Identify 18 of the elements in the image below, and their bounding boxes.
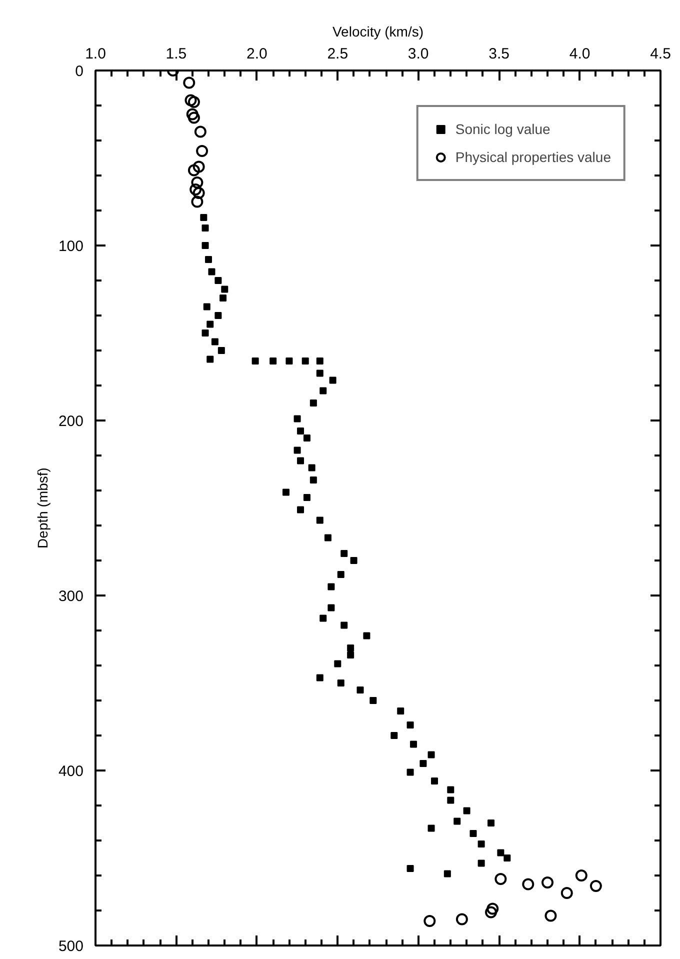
y-tick-label: 100 xyxy=(58,238,84,255)
legend-label: Sonic log value xyxy=(455,121,550,137)
x-tick-label: 4.5 xyxy=(650,46,671,62)
x-tick-label: 2.5 xyxy=(327,46,348,62)
y-tick-label: 300 xyxy=(58,588,84,605)
x-axis-title: Velocity (km/s) xyxy=(332,24,424,40)
x-tick-label: 1.0 xyxy=(85,46,106,62)
y-tick-label: 400 xyxy=(58,763,84,780)
y-tick-label: 0 xyxy=(75,63,84,80)
x-tick-label: 1.5 xyxy=(166,46,187,62)
x-tick-label: 4.0 xyxy=(569,46,590,62)
y-tick-label: 500 xyxy=(58,938,84,955)
x-tick-label: 2.0 xyxy=(246,46,268,62)
legend-label: Physical properties value xyxy=(455,149,611,165)
y-axis-title: Depth (mbsf) xyxy=(34,468,50,548)
x-tick-label: 3.0 xyxy=(408,46,429,62)
y-tick-label: 200 xyxy=(58,413,84,430)
x-tick-label: 3.5 xyxy=(488,46,510,62)
